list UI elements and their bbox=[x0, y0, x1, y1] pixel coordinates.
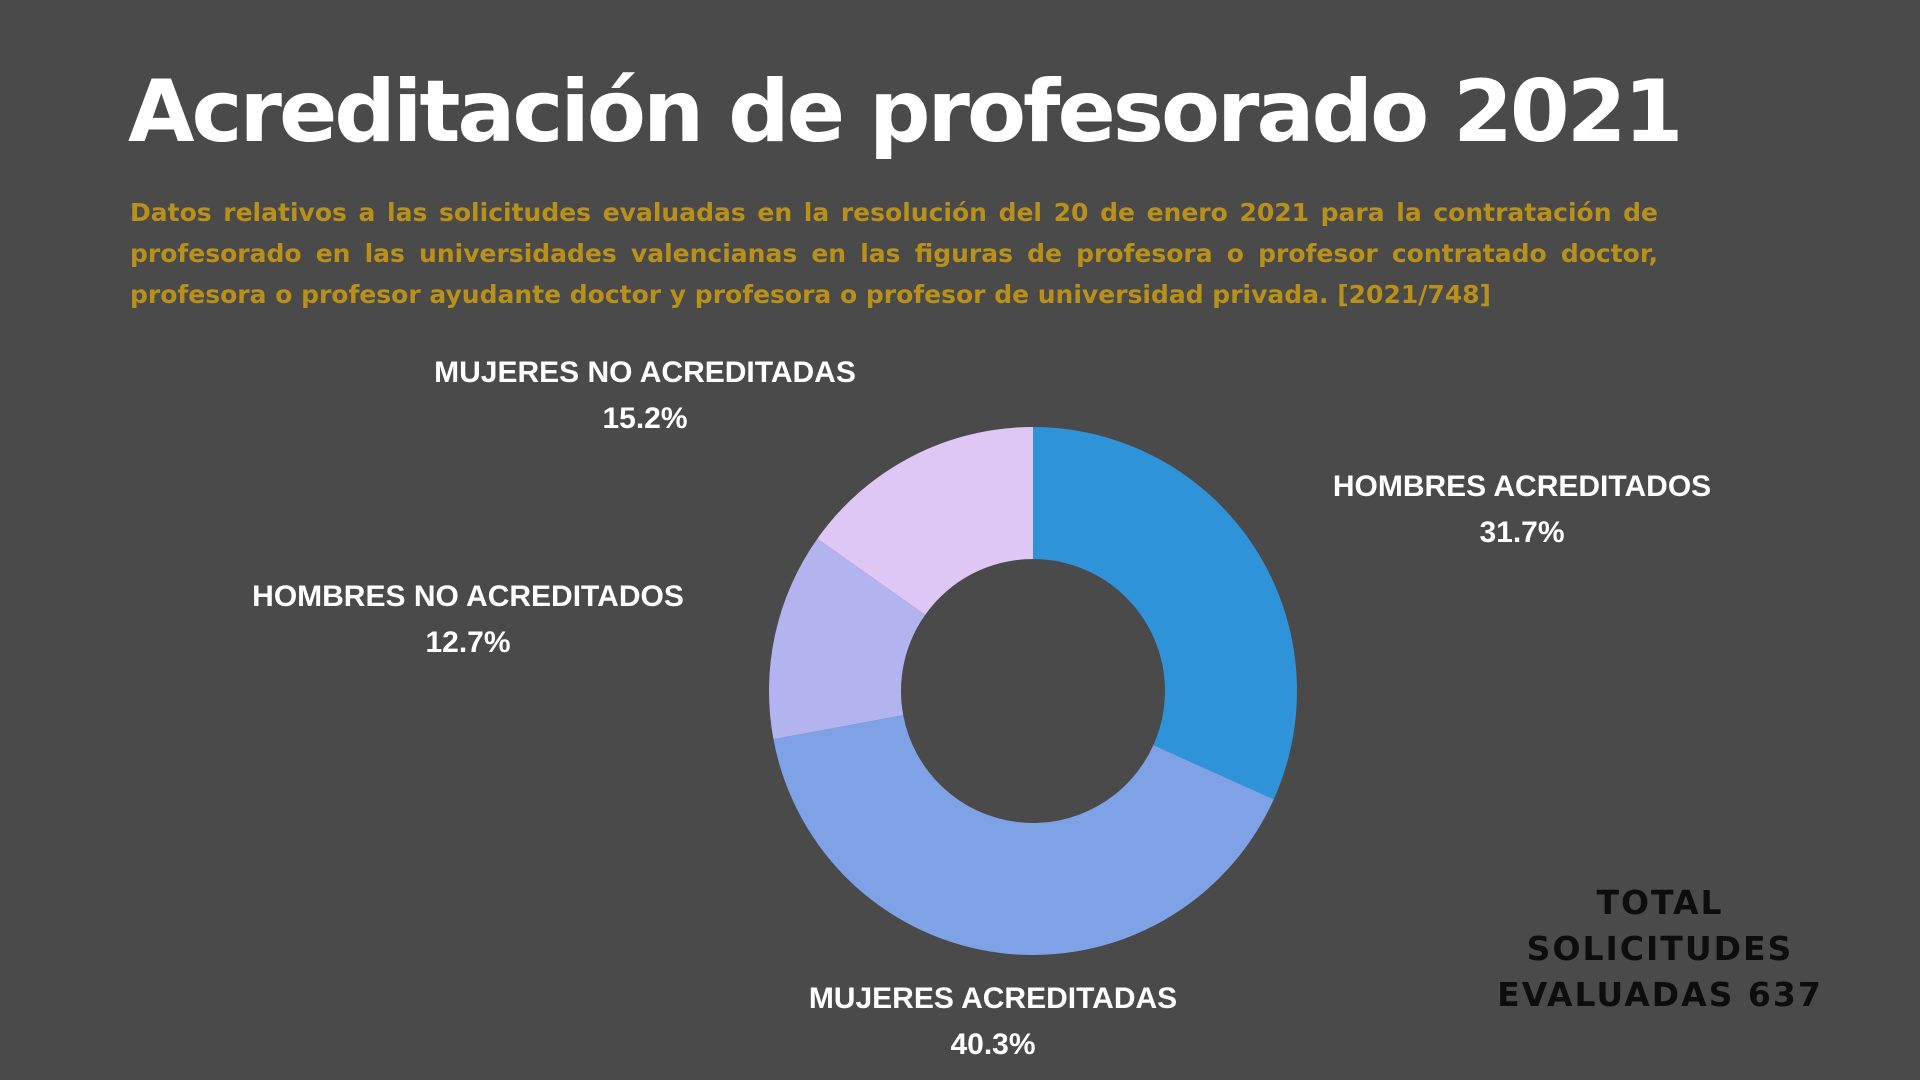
total-line: TOTAL bbox=[1596, 883, 1724, 922]
slice-label-value: 12.7% bbox=[425, 626, 511, 659]
slice-label-value: 15.2% bbox=[602, 402, 688, 435]
chart-description: Datos relativos a las solicitudes evalua… bbox=[130, 198, 1658, 309]
slice-label-name: MUJERES ACREDITADAS bbox=[808, 982, 1178, 1015]
slice-label-value: 31.7% bbox=[1479, 516, 1565, 549]
slice-label-name: HOMBRES ACREDITADOS bbox=[1332, 470, 1712, 503]
total-line: EVALUADAS 637 bbox=[1497, 975, 1823, 1014]
total-line: SOLICITUDES bbox=[1526, 929, 1794, 968]
slice-label-hombres-no-acreditados: HOMBRES NO ACREDITADOS 12.7% bbox=[252, 574, 684, 666]
slice-label-name: MUJERES NO ACREDITADAS bbox=[434, 356, 856, 389]
slice-label-name: HOMBRES NO ACREDITADOS bbox=[252, 580, 684, 613]
page-title: Acreditación de profesorado 2021 bbox=[128, 62, 1683, 162]
donut-slice-hombres-acreditados bbox=[1033, 427, 1297, 800]
slice-label-mujeres-acreditadas: MUJERES ACREDITADAS 40.3% bbox=[809, 976, 1177, 1068]
total-applications: TOTAL SOLICITUDES EVALUADAS 637 bbox=[1497, 880, 1823, 1018]
slice-label-hombres-acreditados: HOMBRES ACREDITADOS 31.7% bbox=[1333, 464, 1711, 556]
donut-slice-hombres-no-acreditados bbox=[769, 538, 926, 740]
slice-label-mujeres-no-acreditadas: MUJERES NO ACREDITADAS 15.2% bbox=[434, 350, 856, 442]
donut-slice-mujeres-no-acreditadas bbox=[817, 427, 1033, 615]
slice-label-value: 40.3% bbox=[950, 1028, 1036, 1061]
donut-slice-mujeres-acreditadas bbox=[773, 715, 1274, 955]
